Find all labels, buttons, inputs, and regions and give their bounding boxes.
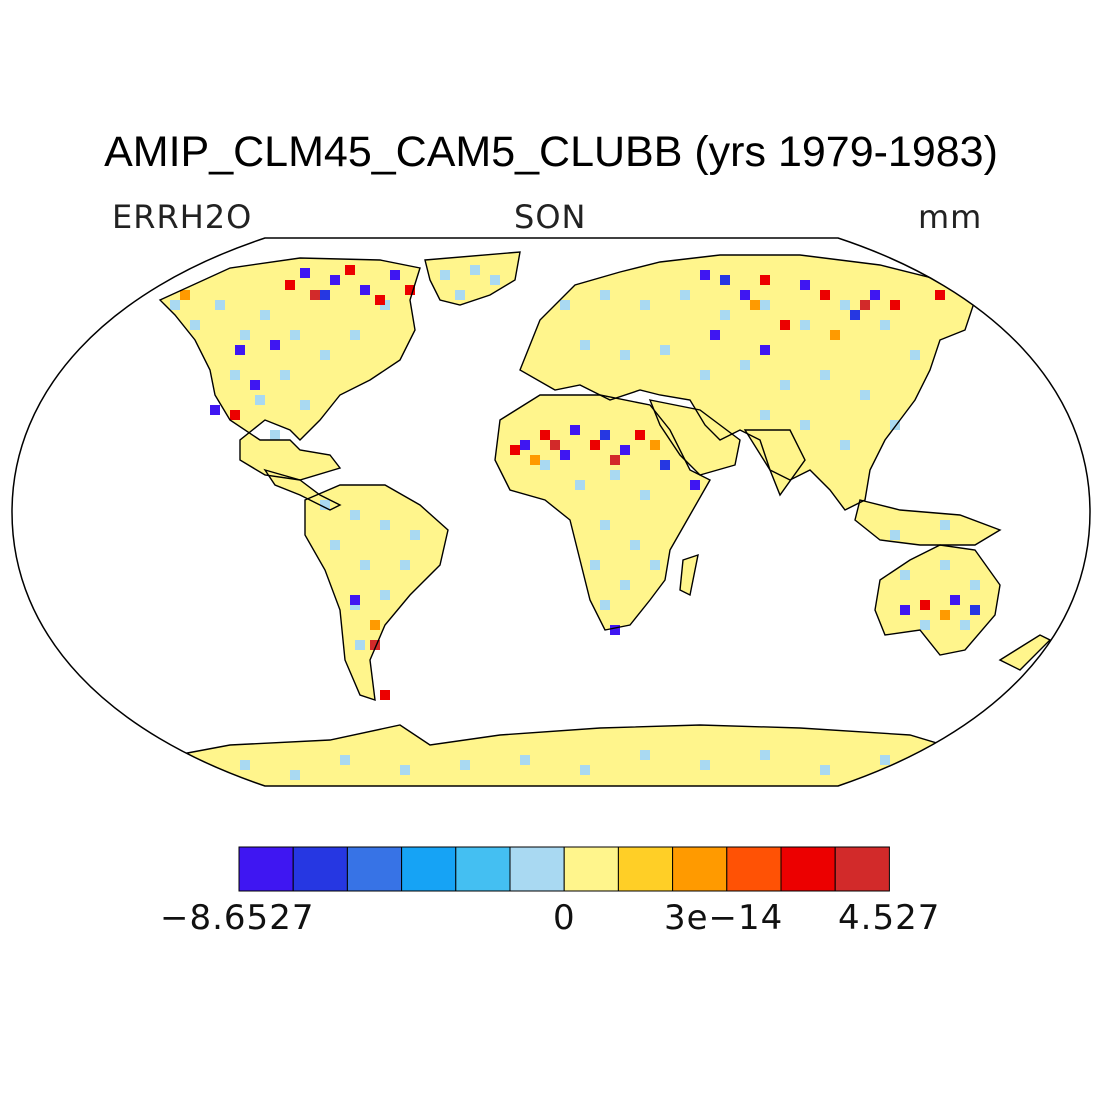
colorbar-label-zero: 0 <box>553 898 576 938</box>
land-cells-strong-negative <box>210 268 960 635</box>
colorbar-label-max: 4.527 <box>838 898 941 938</box>
africa <box>495 395 710 630</box>
colorbar-label-small: 3e−14 <box>664 898 784 938</box>
colorbar-swatch <box>780 846 836 892</box>
land-fill <box>150 252 1050 786</box>
land-cells-orange <box>180 290 950 630</box>
north-america <box>160 258 420 480</box>
colorbar-swatch <box>726 846 782 892</box>
india <box>745 430 805 495</box>
colorbar-swatch <box>455 846 511 892</box>
new-zealand <box>1000 635 1050 670</box>
map-border <box>11 237 1091 787</box>
coastlines <box>149 251 1052 761</box>
antarctica <box>150 725 960 786</box>
units-label: mm <box>918 198 983 236</box>
greenland <box>425 252 520 305</box>
colorbar-swatch <box>509 846 565 892</box>
madagascar <box>680 555 698 595</box>
eurasia <box>520 255 975 510</box>
map-content <box>12 238 1090 786</box>
colorbar-label-min: −8.6527 <box>160 898 315 938</box>
arabia <box>650 400 740 475</box>
colorbar-swatch <box>401 846 457 892</box>
land-cells-light-blue <box>170 265 980 780</box>
land-cells-blue <box>320 275 980 615</box>
colorbar <box>238 846 890 892</box>
land-cells-red <box>230 265 945 700</box>
variable-label: ERRH2O <box>112 198 253 236</box>
colorbar-swatch <box>238 846 294 892</box>
colorbar-swatch <box>672 846 728 892</box>
season-label: SON <box>514 198 587 236</box>
land-cells-dark-red <box>310 290 870 650</box>
colorbar-swatch <box>834 846 890 892</box>
colorbar-swatch <box>617 846 674 892</box>
plot-title: AMIP_CLM45_CAM5_CLUBB (yrs 1979-1983) <box>104 128 998 176</box>
colorbar-swatch <box>346 846 403 892</box>
colorbar-swatch <box>563 846 619 892</box>
colorbar-swatch <box>292 846 348 892</box>
